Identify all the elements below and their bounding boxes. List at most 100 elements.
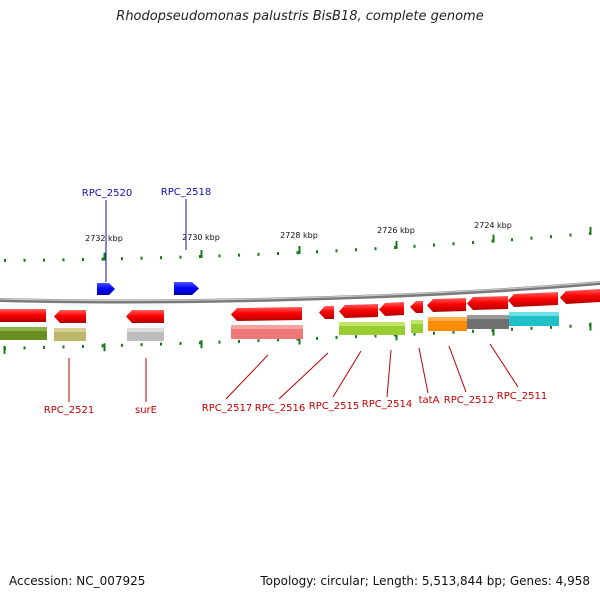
upper-tick [413,244,416,248]
upper-tick [550,235,552,239]
label-rpc-2516[interactable]: RPC_2516 [255,403,305,414]
lower-tick [160,342,162,346]
gene-arrow-rpc-2518[interactable] [174,282,199,295]
lower-tick [316,336,318,340]
lower-tick [199,341,201,345]
leader-line-rpc-2516 [278,352,329,400]
upper-tick [452,242,455,246]
upper-major-tick [103,252,106,261]
lower-tick [62,345,65,349]
gene-arrow-rpc-2516[interactable] [319,306,334,319]
lower-tick [140,343,143,347]
upper-major-tick [589,226,592,235]
lower-tick [179,341,182,345]
gene-arrow-rpc-2510[interactable] [560,289,600,304]
gene-arrow-rpc-2517[interactable] [231,307,302,321]
upper-tick [140,256,143,260]
gene-arrow-rpc-2511[interactable] [508,292,558,307]
upper-major-tick [200,250,203,258]
lower-tick [472,329,474,333]
lower-tick [218,340,221,344]
leader-line-rpc-2514 [386,349,392,398]
upper-tick [530,236,533,240]
upper-tick [296,251,299,255]
upper-tick [4,259,6,262]
upper-tick [62,258,65,262]
lower-tick [550,325,552,329]
gene-arrow-rpc-2520[interactable] [97,283,115,295]
upper-tick [472,241,474,244]
lower-tick [511,327,513,331]
gene-arrow-tata[interactable] [410,301,423,313]
upper-major-tick [395,240,398,249]
upper-major-tick [298,246,301,254]
label-rpc-2514[interactable]: RPC_2514 [362,399,412,410]
lower-tick [335,336,338,339]
label-rpc-2521[interactable]: RPC_2521 [44,405,94,416]
leader-line-tata [418,347,429,394]
ruler-label-2726: 2726 kbp [377,226,415,235]
lower-tick [569,324,572,328]
lower-major-tick [589,322,592,331]
lower-tick [43,345,45,349]
ruler-label-2730: 2730 kbp [182,233,220,242]
genome-summary-text: Topology: circular; Length: 5,513,844 bp… [260,574,590,588]
label-rpc-2511[interactable]: RPC_2511 [497,391,547,402]
lower-tick [23,346,26,350]
label-rpc-2518[interactable]: RPC_2518 [161,187,211,198]
lower-major-tick [395,332,398,341]
upper-tick-row [4,226,592,262]
upper-tick [511,238,513,242]
upper-tick [569,233,572,237]
gene-arrow-rpc-2512[interactable] [427,298,466,312]
gene-arrow-rpc-2514[interactable] [379,302,404,316]
leader-line-rpc-2515 [332,350,362,398]
upper-tick [179,255,182,259]
lower-tick [296,337,299,341]
lower-major-tick [3,345,6,354]
label-sure[interactable]: surE [135,405,157,416]
leader-line-rpc-2512 [448,345,467,393]
lower-major-tick [103,343,106,352]
lower-tick [433,331,435,335]
lower-major-tick [200,340,203,349]
upper-tick [433,243,435,247]
lower-major-tick [298,336,301,345]
ruler-label-2724: 2724 kbp [474,221,512,230]
lower-tick [238,339,240,343]
upper-tick [43,258,45,262]
gene-arrow-rpc-2521-a[interactable] [0,309,46,322]
upper-tick [277,252,279,255]
lower-tick [355,335,357,339]
accession-text: Accession: NC_007925 [9,574,146,588]
gene-arrow-rpc-2511-a[interactable] [467,296,508,310]
label-rpc-2515[interactable]: RPC_2515 [309,401,359,412]
upper-tick [218,254,221,258]
map-title: Rhodopseudomonas palustris BisB18, compl… [116,9,484,24]
upper-tick [316,250,318,254]
upper-tick [238,253,240,257]
upper-tick [121,257,123,261]
upper-tick [355,248,357,252]
label-rpc-2520[interactable]: RPC_2520 [82,188,132,199]
upper-tick [335,249,338,253]
upper-tick [394,246,396,249]
upper-tick [257,252,260,256]
lower-tick [374,334,377,338]
label-tata[interactable]: tatA [419,395,440,406]
lower-tick [101,344,104,348]
genome-backbone [0,281,600,304]
upper-tick [82,258,84,261]
label-rpc-2512[interactable]: RPC_2512 [444,395,494,406]
lower-tick [82,344,84,348]
lower-tick [413,332,416,336]
upper-tick [374,247,377,251]
gene-arrow-rpc-2521[interactable] [54,310,86,323]
gene-arrow-rpc-2515[interactable] [339,304,378,318]
upper-tick [160,256,162,260]
gene-arrow-sure[interactable] [126,310,164,323]
label-rpc-2517[interactable]: RPC_2517 [202,403,252,414]
upper-tick [199,255,201,258]
upper-tick [23,258,26,262]
